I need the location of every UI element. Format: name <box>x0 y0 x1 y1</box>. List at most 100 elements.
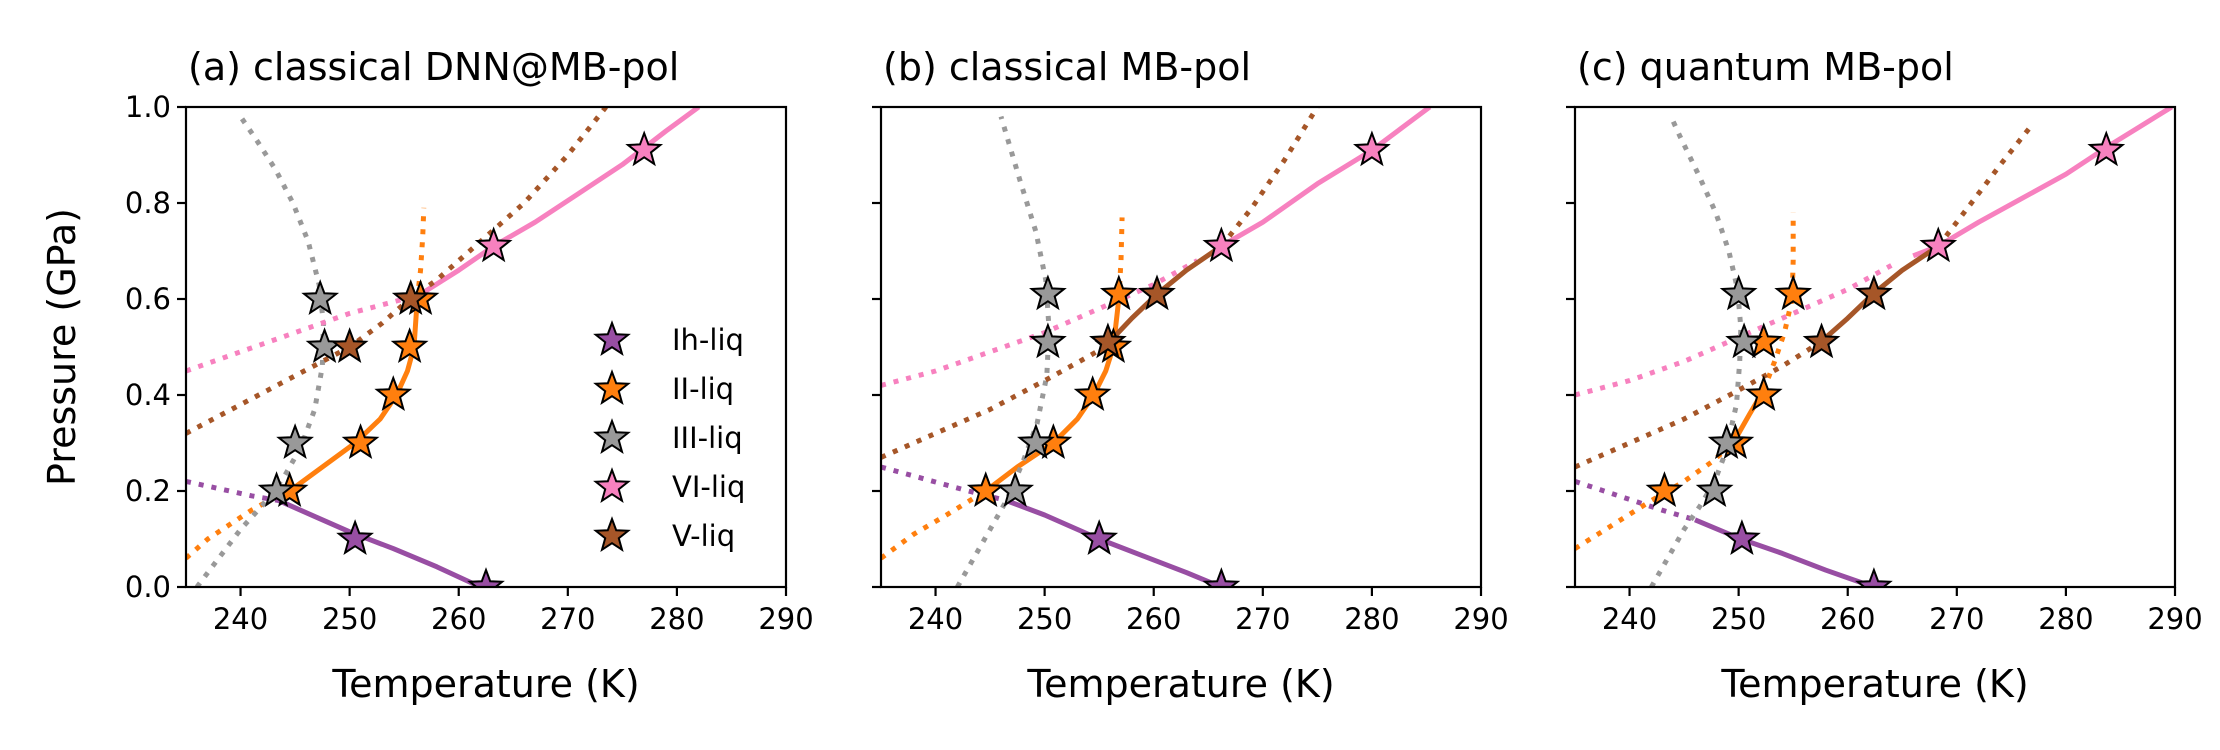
curve-ih-liq-dotted-0 <box>881 464 1008 504</box>
x-axis-label: Temperature (K) <box>1720 662 2028 706</box>
legend-marker-iii-liq <box>593 418 631 455</box>
legend-marker-vi-liq <box>593 467 631 504</box>
marker-ii-liq-0 <box>1645 471 1684 508</box>
marker-ii-liq-4 <box>1099 274 1138 311</box>
marker-v-liq-0 <box>1802 322 1841 359</box>
marker-iii-liq-2 <box>1029 322 1067 359</box>
legend: Ih-liq II-liq III-liq VI-liq V-liq <box>593 320 745 553</box>
marker-ih-liq-1 <box>1202 567 1241 587</box>
marker-ii-liq-3 <box>390 327 429 364</box>
marker-iii-liq-2 <box>1725 322 1763 359</box>
axes-frame <box>1573 105 2177 589</box>
curve-v-liq-dotted-10 <box>1936 124 2033 248</box>
curve-vi-liq-solid-7 <box>1912 107 2174 259</box>
marker-vi-liq-0 <box>474 226 513 263</box>
curve-v-liq-dotted-10 <box>1219 107 1320 248</box>
x-tick-label: 270 <box>1929 602 1984 636</box>
curve-iii-liq-dotted-5 <box>1649 115 1744 587</box>
legend-label-v-liq: V-liq <box>672 519 735 553</box>
curve-vi-liq-dotted-6 <box>881 258 1199 388</box>
marker-iii-liq-0 <box>1695 471 1734 508</box>
marker-ih-liq-1 <box>1855 567 1893 587</box>
marker-ii-liq-2 <box>374 375 413 412</box>
x-tick-label: 290 <box>1453 602 1508 636</box>
marker-iii-liq-3 <box>301 279 340 316</box>
marker-iii-liq-0 <box>996 471 1035 508</box>
marker-vi-liq-1 <box>1353 130 1391 167</box>
x-tick-label: 240 <box>908 602 963 636</box>
x-axis-label: Temperature (K) <box>331 662 639 706</box>
x-tick-label: 280 <box>2038 602 2093 636</box>
marker-v-liq-0 <box>1089 322 1127 359</box>
marker-ii-liq-2 <box>1744 375 1783 412</box>
legend-label-ih-liq: Ih-liq <box>672 323 744 357</box>
x-tick-label: 240 <box>213 602 268 636</box>
curve-ih-liq-dotted-0 <box>186 478 280 504</box>
y-axis-label: Pressure (GPa) <box>40 208 84 486</box>
y-tick-label: 0.8 <box>125 186 171 220</box>
y-tick-label: 0.0 <box>125 570 171 604</box>
curve-ih-liq-solid-1 <box>1694 517 1875 587</box>
axes-frame <box>879 105 1483 589</box>
panel-title: (a) classical DNN@MB-pol <box>188 45 679 89</box>
legend-label-vi-liq: VI-liq <box>672 470 745 504</box>
y-tick-label: 0.4 <box>125 378 171 412</box>
y-tick-label: 0.6 <box>125 282 171 316</box>
legend-label-iii-liq: III-liq <box>672 421 743 455</box>
marker-ih-liq-0 <box>1723 519 1761 556</box>
legend-marker-ii-liq <box>593 369 631 406</box>
marker-ih-liq-0 <box>1080 519 1119 556</box>
axes-frame <box>184 105 788 589</box>
plot-area <box>881 107 1432 587</box>
legend-marker-v-liq <box>593 516 631 553</box>
y-tick-label: 0.2 <box>125 474 171 508</box>
curve-iii-liq-dotted-5 <box>955 115 1052 587</box>
legend-marker-ih-liq <box>593 320 631 357</box>
marker-v-liq-1 <box>391 279 430 316</box>
marker-vi-liq-0 <box>1202 226 1241 263</box>
curve-v-liq-dotted-8 <box>881 344 1106 460</box>
y-tick-label: 1.0 <box>125 90 171 124</box>
x-axis-label: Temperature (K) <box>1026 662 1334 706</box>
x-tick-label: 250 <box>322 602 377 636</box>
x-tick-label: 260 <box>1126 602 1181 636</box>
marker-ii-liq-2 <box>1073 375 1112 412</box>
marker-iii-liq-1 <box>1017 423 1055 460</box>
curve-ii-liq-dotted-2 <box>881 488 988 561</box>
curve-ii-liq-dotted-4 <box>1761 212 1796 392</box>
x-tick-label: 250 <box>1711 602 1766 636</box>
curve-vi-liq-dotted-6 <box>186 291 422 374</box>
marker-iii-liq-1 <box>1707 423 1746 460</box>
legend-label-ii-liq: II-liq <box>672 372 734 406</box>
plot-area <box>1575 107 2174 587</box>
curve-vi-liq-solid-7 <box>419 107 701 297</box>
marker-iii-liq-2 <box>305 327 344 364</box>
x-tick-label: 290 <box>2147 602 2202 636</box>
x-tick-label: 270 <box>1235 602 1290 636</box>
x-tick-label: 260 <box>1820 602 1875 636</box>
curve-ih-liq-dotted-0 <box>1575 479 1696 523</box>
marker-iii-liq-3 <box>1029 274 1067 311</box>
curve-iii-liq-dotted-5 <box>194 115 326 587</box>
marker-ih-liq-0 <box>336 519 374 556</box>
x-tick-label: 280 <box>649 602 704 636</box>
curve-vi-liq-dotted-6 <box>1575 263 1893 398</box>
marker-iii-liq-3 <box>1719 274 1758 311</box>
curve-ii-liq-dotted-4 <box>1116 217 1125 300</box>
marker-iii-liq-0 <box>257 471 296 508</box>
curve-v-liq-dotted-8 <box>1575 340 1822 470</box>
curve-ih-liq-solid-1 <box>277 498 482 587</box>
marker-v-liq-1 <box>1138 274 1176 311</box>
marker-iii-liq-1 <box>276 423 314 460</box>
marker-v-liq-1 <box>1855 274 1893 311</box>
x-tick-label: 250 <box>1017 602 1072 636</box>
panel-title: (b) classical MB-pol <box>883 45 1251 89</box>
curve-ih-liq-solid-1 <box>1005 498 1223 587</box>
marker-ii-liq-4 <box>1774 274 1813 311</box>
panel-c: 240 250 260 270 280 290 (c) quantum MB-pol Temp… <box>1566 45 2203 706</box>
x-tick-label: 240 <box>1602 602 1657 636</box>
marker-v-liq-0 <box>330 327 369 364</box>
marker-vi-liq-1 <box>2087 130 2126 167</box>
x-tick-label: 290 <box>758 602 813 636</box>
